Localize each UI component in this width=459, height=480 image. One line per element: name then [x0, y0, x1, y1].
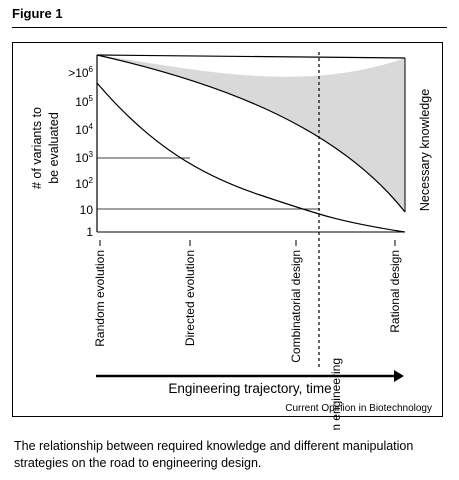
top-divider: [12, 27, 447, 28]
knowledge-top-line: [96, 54, 406, 59]
y-axis-label-line2: be evaluated: [47, 112, 61, 184]
knowledge-shaded-region: [97, 55, 405, 212]
y-tick-1e3: 103: [75, 150, 93, 165]
figure-caption: The relationship between required knowle…: [14, 439, 414, 470]
stage-label-combinatorial: Combinatorial design: [289, 250, 303, 363]
y-tick-1e5: 105: [75, 94, 93, 109]
stage-label-random: Random evolution: [93, 250, 107, 347]
source-credit: Current Opinion in Biotechnology: [285, 403, 432, 414]
figure-label: Figure 1: [12, 6, 63, 21]
y-tick-10: 10: [80, 203, 94, 217]
knowledge-curve: [96, 54, 406, 213]
x-axis-arrowhead: [394, 370, 404, 382]
variants-curve: [96, 82, 406, 233]
y-tick-1e2: 102: [75, 176, 93, 191]
y-axis-label-line1: # of variants to: [30, 107, 44, 189]
y-tick-1e4: 104: [75, 122, 93, 137]
x-axis-label: Engineering trajectory, time: [168, 381, 331, 396]
figure-panel: [12, 42, 443, 417]
y-tick-1: 1: [86, 225, 93, 239]
necessary-knowledge-label: Necessary knowledge: [418, 89, 432, 211]
diagram: >106 105 104 103 102 10 1 # of variants …: [30, 52, 432, 430]
y-tick-1e6: >106: [68, 65, 93, 80]
stage-label-rational: Rational design: [388, 250, 402, 333]
stage-label-directed: Directed evolution: [183, 250, 197, 346]
